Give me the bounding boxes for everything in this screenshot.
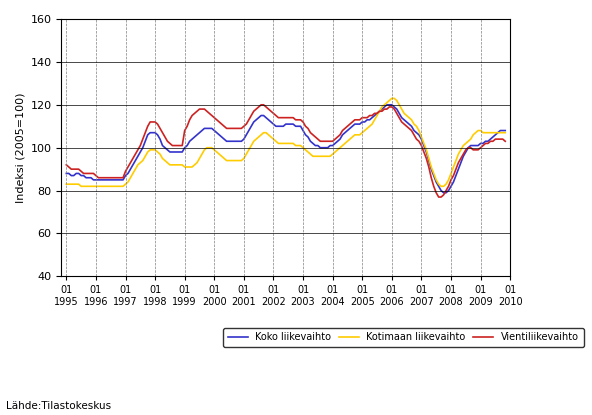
Line: Koko liikevaihto: Koko liikevaihto bbox=[66, 105, 505, 193]
Kotimaan liikevaihto bbox=[63, 182, 70, 187]
Koko liikevaihto bbox=[141, 139, 149, 144]
Vientiliikevaihto bbox=[501, 139, 509, 144]
Kotimaan liikevaihto bbox=[144, 149, 151, 154]
Vientiliikevaihto bbox=[63, 162, 70, 167]
Kotimaan liikevaihto bbox=[501, 130, 509, 135]
Vientiliikevaihto bbox=[100, 175, 107, 180]
Vientiliikevaihto bbox=[188, 113, 195, 118]
Legend: Koko liikevaihto, Kotimaan liikevaihto, Vientiliikevaihto: Koko liikevaihto, Kotimaan liikevaihto, … bbox=[223, 327, 584, 347]
Vientiliikevaihto bbox=[255, 105, 262, 110]
Kotimaan liikevaihto bbox=[78, 184, 85, 189]
Kotimaan liikevaihto bbox=[395, 103, 403, 107]
Koko liikevaihto bbox=[384, 103, 391, 107]
Kotimaan liikevaihto bbox=[191, 162, 198, 167]
Line: Kotimaan liikevaihto: Kotimaan liikevaihto bbox=[66, 98, 505, 186]
Kotimaan liikevaihto bbox=[258, 132, 265, 137]
Koko liikevaihto bbox=[105, 177, 112, 182]
Koko liikevaihto bbox=[255, 115, 262, 120]
Koko liikevaihto bbox=[63, 171, 70, 176]
Koko liikevaihto bbox=[440, 190, 447, 195]
Koko liikevaihto bbox=[188, 137, 195, 142]
Vientiliikevaihto bbox=[258, 103, 265, 107]
Kotimaan liikevaihto bbox=[102, 184, 110, 189]
Koko liikevaihto bbox=[501, 128, 509, 133]
Text: Lähde:Tilastokeskus: Lähde:Tilastokeskus bbox=[6, 401, 111, 411]
Line: Vientiliikevaihto: Vientiliikevaihto bbox=[66, 105, 505, 197]
Kotimaan liikevaihto bbox=[107, 184, 114, 189]
Koko liikevaihto bbox=[100, 177, 107, 182]
Koko liikevaihto bbox=[393, 107, 400, 112]
Vientiliikevaihto bbox=[105, 175, 112, 180]
Y-axis label: Indeksi (2005=100): Indeksi (2005=100) bbox=[15, 93, 25, 203]
Vientiliikevaihto bbox=[435, 195, 442, 200]
Vientiliikevaihto bbox=[141, 130, 149, 135]
Vientiliikevaihto bbox=[393, 111, 400, 116]
Kotimaan liikevaihto bbox=[388, 96, 395, 101]
